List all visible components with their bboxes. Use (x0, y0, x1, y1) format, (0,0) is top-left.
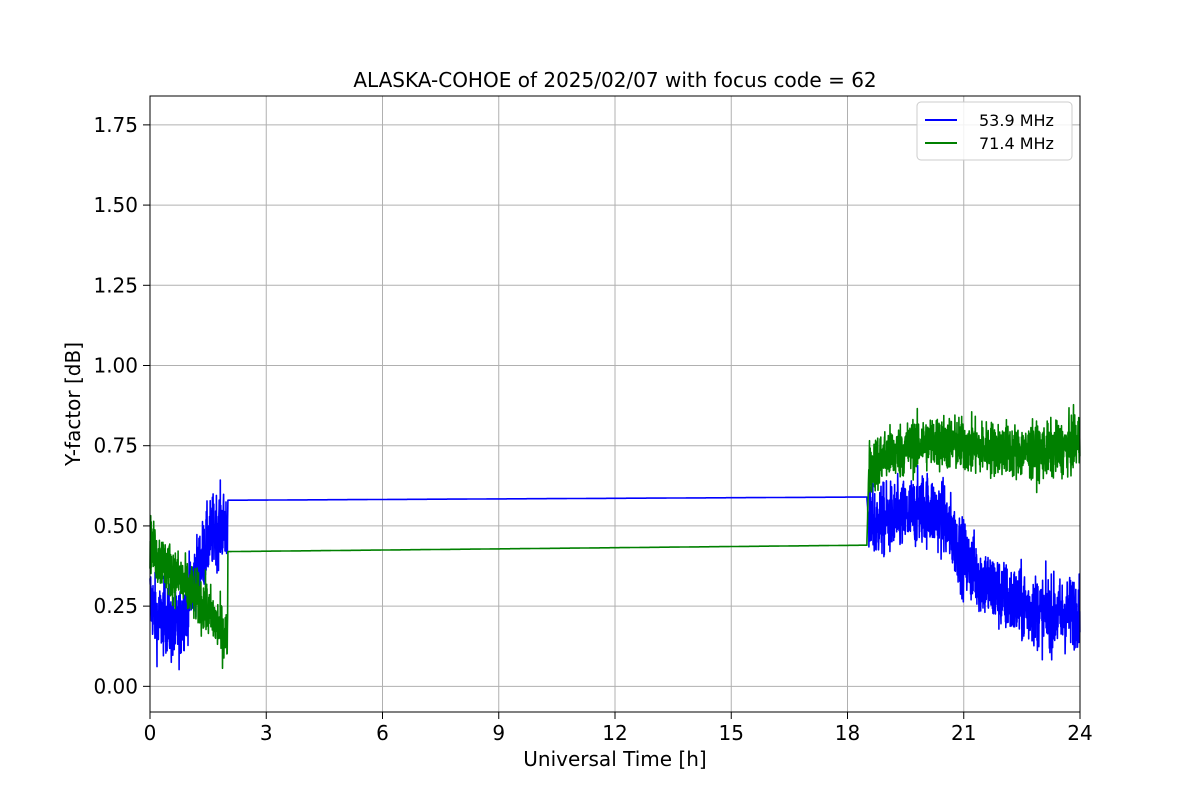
legend-entry: 53.9 MHz (979, 111, 1054, 130)
chart-title: ALASKA-COHOE of 2025/02/07 with focus co… (353, 68, 876, 92)
y-tick-label: 0.00 (93, 674, 138, 698)
x-tick-label: 6 (376, 721, 389, 745)
series-line-71-4-mhz (149, 403, 1081, 670)
x-tick-label: 24 (1067, 721, 1092, 745)
y-tick-label: 1.00 (93, 354, 138, 378)
y-axis-label: Y-factor [dB] (61, 342, 85, 467)
y-tick-label: 1.50 (93, 193, 138, 217)
x-axis-label: Universal Time [h] (523, 747, 706, 771)
y-tick-label: 0.50 (93, 514, 138, 538)
x-tick-label: 15 (719, 721, 744, 745)
legend: 53.9 MHz 71.4 MHz (916, 101, 1073, 161)
legend-entry: 71.4 MHz (979, 134, 1054, 153)
y-tick-label: 1.75 (93, 113, 138, 137)
x-tick-label: 9 (492, 721, 505, 745)
series-line-53-9-mhz (149, 464, 1081, 671)
x-tick-label: 21 (951, 721, 976, 745)
x-tick-label: 12 (602, 721, 627, 745)
plot-data (149, 403, 1081, 671)
y-tick-label: 1.25 (93, 273, 138, 297)
x-tick-label: 18 (835, 721, 860, 745)
y-tick-label: 0.25 (93, 594, 138, 618)
y-tick-label: 0.75 (93, 434, 138, 458)
x-tick-label: 3 (260, 721, 273, 745)
legend-box (916, 101, 1073, 161)
x-tick-label: 0 (144, 721, 157, 745)
axis-ticks: 0 3 6 9 12 15 18 21 24 0.00 0.25 0.50 0.75 1.00 1.25 1.… (93, 113, 1092, 745)
